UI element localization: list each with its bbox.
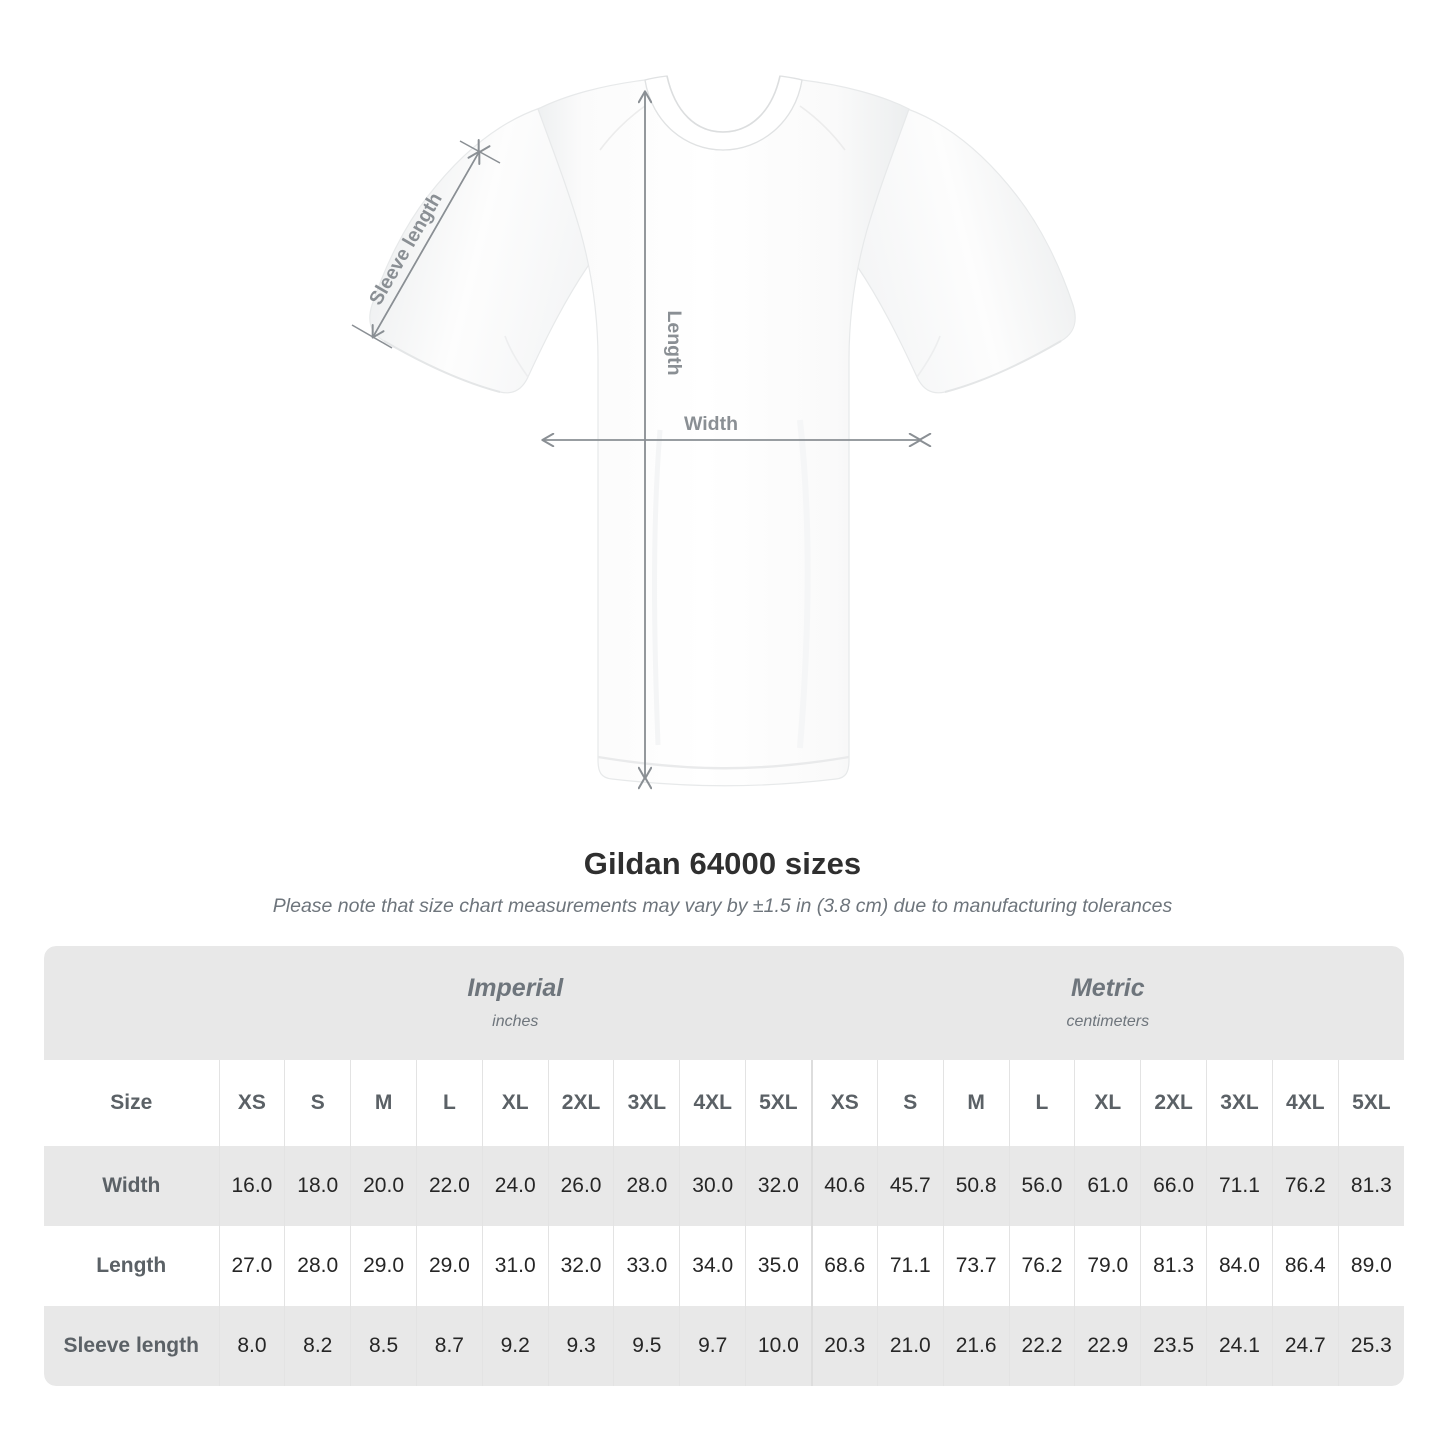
table-cell: 29.0 [350, 1226, 417, 1306]
table-cell: 8.2 [284, 1306, 351, 1386]
table-cell: 71.1 [876, 1226, 944, 1306]
size-header-cell: 5XL [1337, 1060, 1405, 1146]
table-cell: 16.0 [218, 1146, 285, 1226]
table-cell: 73.7 [942, 1226, 1010, 1306]
size-header-cell: 2XL [1140, 1060, 1207, 1146]
table-cell: 20.0 [350, 1146, 417, 1226]
size-chart-table-wrap: Imperial inches Metric centimeters Size XS S M L… [44, 946, 1405, 1386]
table-cell: 86.4 [1271, 1226, 1339, 1306]
table-row: Sleeve length 8.0 8.2 8.5 8.7 9.2 9.3 9.5 9.7 10.… [44, 1306, 1405, 1386]
table-cell: 30.0 [679, 1146, 746, 1226]
table-cell: 76.2 [1271, 1146, 1339, 1226]
table-cell: 9.7 [679, 1306, 746, 1386]
size-header-cell: 3XL [613, 1060, 680, 1146]
size-header-cell: 4XL [679, 1060, 746, 1146]
table-cell: 26.0 [547, 1146, 614, 1226]
unit-header-row: Imperial inches Metric centimeters [44, 946, 1405, 1060]
table-cell: 28.0 [284, 1226, 351, 1306]
size-header-cell: S [876, 1060, 944, 1146]
size-header-cell: XL [1074, 1060, 1141, 1146]
table-cell: 84.0 [1206, 1226, 1273, 1306]
table-cell: 20.3 [810, 1306, 878, 1386]
table-cell: 79.0 [1074, 1226, 1141, 1306]
table-cell: 22.9 [1074, 1306, 1141, 1386]
table-cell: 24.0 [481, 1146, 549, 1226]
size-header-cell: 4XL [1271, 1060, 1339, 1146]
table-cell: 22.0 [415, 1146, 483, 1226]
size-header-cell: XL [481, 1060, 549, 1146]
tshirt-diagram: Sleeve length Length Width [351, 75, 1076, 830]
table-cell: 66.0 [1140, 1146, 1207, 1226]
table-cell: 32.0 [745, 1146, 812, 1226]
table-cell: 61.0 [1074, 1146, 1141, 1226]
row-label-length: Length [44, 1226, 219, 1306]
row-label-width: Width [44, 1146, 219, 1226]
size-header-cell: XS [810, 1060, 878, 1146]
table-cell: 81.3 [1337, 1146, 1405, 1226]
size-header-cell: 3XL [1206, 1060, 1273, 1146]
table-cell: 25.3 [1337, 1306, 1405, 1386]
sleeve-length-measure [351, 141, 501, 349]
table-cell: 21.0 [876, 1306, 944, 1386]
unit-header-metric: Metric centimeters [811, 946, 1405, 1060]
size-header-row: Size XS S M L XL 2XL 3XL 4XL 5XL XS S M L XL 2XL 3XL 4XL 5… [44, 1060, 1405, 1146]
table-cell: 56.0 [1008, 1146, 1075, 1226]
unit-header-imperial: Imperial inches [219, 946, 812, 1060]
table-cell: 45.7 [876, 1146, 944, 1226]
table-row: Length 27.0 28.0 29.0 29.0 31.0 32.0 33.0 34.0 35… [44, 1226, 1405, 1306]
table-cell: 8.5 [350, 1306, 417, 1386]
unit-subtitle: centimeters [1066, 1013, 1150, 1031]
table-cell: 24.1 [1206, 1306, 1273, 1386]
unit-subtitle: inches [492, 1013, 539, 1031]
table-cell: 81.3 [1140, 1226, 1207, 1306]
table-cell: 23.5 [1140, 1306, 1207, 1386]
length-label: Length [663, 311, 685, 376]
table-cell: 33.0 [613, 1226, 680, 1306]
table-cell: 22.2 [1008, 1306, 1075, 1386]
table-cell: 40.6 [810, 1146, 878, 1226]
size-chart-table: Imperial inches Metric centimeters Size XS S M L… [44, 946, 1405, 1386]
table-cell: 18.0 [284, 1146, 351, 1226]
table-cell: 10.0 [745, 1306, 812, 1386]
table-cell: 8.7 [415, 1306, 483, 1386]
size-header-cell: S [284, 1060, 351, 1146]
row-header-size: Size [44, 1060, 219, 1146]
width-label: Width [684, 413, 738, 435]
unit-header-spacer [44, 946, 219, 1060]
size-header-cell: XS [218, 1060, 285, 1146]
table-cell: 76.2 [1008, 1226, 1075, 1306]
unit-name: Imperial [467, 973, 564, 1002]
table-cell: 9.5 [613, 1306, 680, 1386]
title-block: Gildan 64000 sizes Please note that size… [0, 845, 1445, 919]
table-row: Width 16.0 18.0 20.0 22.0 24.0 26.0 28.0 30.0 32.… [44, 1146, 1405, 1226]
table-cell: 24.7 [1271, 1306, 1339, 1386]
unit-name: Metric [1070, 973, 1145, 1002]
size-header-cell: M [350, 1060, 417, 1146]
table-cell: 8.0 [218, 1306, 285, 1386]
size-header-cell: L [415, 1060, 483, 1146]
size-header-cell: M [942, 1060, 1010, 1146]
size-header-cell: 2XL [547, 1060, 614, 1146]
table-cell: 27.0 [218, 1226, 285, 1306]
tolerance-note: Please note that size chart measurements… [272, 895, 1173, 918]
row-label-sleeve-length: Sleeve length [44, 1306, 219, 1386]
table-cell: 34.0 [679, 1226, 746, 1306]
table-cell: 29.0 [415, 1226, 483, 1306]
table-cell: 71.1 [1206, 1146, 1273, 1226]
page-title: Gildan 64000 sizes [583, 846, 862, 881]
table-cell: 21.6 [942, 1306, 1010, 1386]
table-cell: 32.0 [547, 1226, 614, 1306]
table-cell: 50.8 [942, 1146, 1010, 1226]
size-header-cell: 5XL [745, 1060, 812, 1146]
table-cell: 35.0 [745, 1226, 812, 1306]
size-header-cell: L [1008, 1060, 1075, 1146]
table-cell: 9.2 [481, 1306, 549, 1386]
table-cell: 68.6 [810, 1226, 878, 1306]
table-cell: 89.0 [1337, 1226, 1405, 1306]
table-cell: 28.0 [613, 1146, 680, 1226]
table-cell: 9.3 [547, 1306, 614, 1386]
table-cell: 31.0 [481, 1226, 549, 1306]
